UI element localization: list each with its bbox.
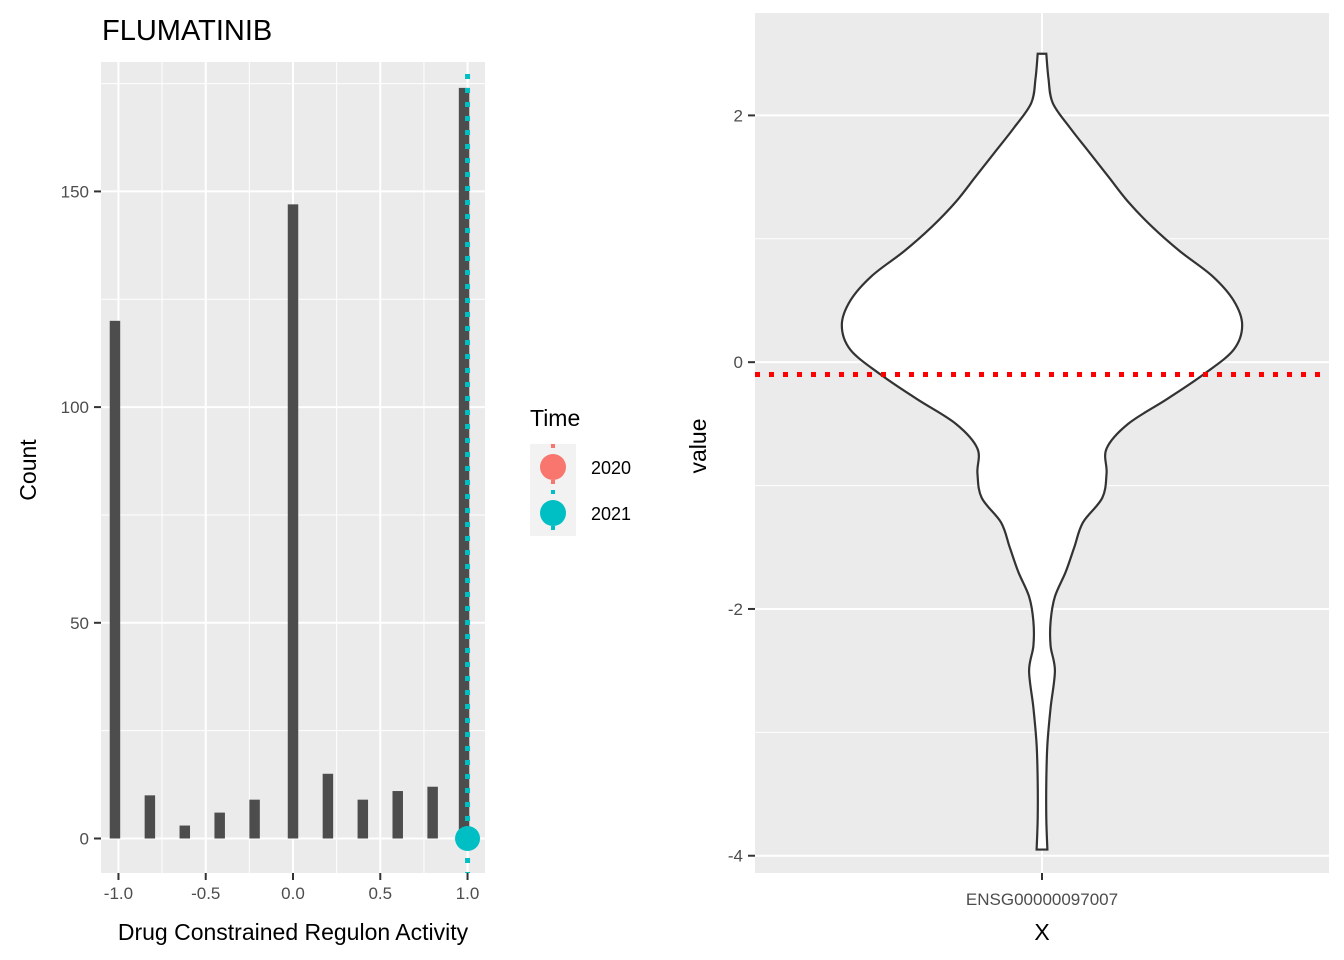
legend: Time 2020 2021 [530, 405, 631, 536]
y-tick-label: -4 [728, 847, 743, 866]
x-axis-title-violin: X [1034, 919, 1049, 945]
histogram-bar [322, 773, 334, 839]
y-tick-label: 0 [80, 829, 89, 848]
y-tick-label: -2 [728, 600, 743, 619]
y-tick-label: 50 [70, 614, 89, 633]
histogram-bars [109, 87, 470, 839]
legend-entries: 2020 2021 [530, 444, 631, 536]
violin-y-axis: -4 -2 0 2 [728, 106, 755, 866]
y-tick-label: 150 [61, 182, 89, 201]
histogram-bar [249, 799, 260, 839]
violin-chart: -4 -2 0 2 ENSG00000097007 X value [685, 13, 1329, 945]
x-tick-label: 0.0 [281, 884, 305, 903]
histogram-bar [144, 795, 156, 839]
y-axis-title-violin: value [685, 419, 711, 474]
x-tick-label: -1.0 [104, 884, 133, 903]
violin-x-axis: ENSG00000097007 [966, 873, 1118, 909]
y-tick-label: 2 [734, 106, 743, 125]
histogram-bar [179, 825, 191, 839]
histogram-x-axis: -1.0 -0.5 0.0 0.5 1.0 [104, 873, 480, 903]
legend-entry-2020: 2020 [530, 444, 631, 490]
legend-label: 2021 [591, 504, 631, 524]
x-tick-label: -0.5 [191, 884, 220, 903]
histogram-bar [458, 87, 470, 839]
legend-entry-2021: 2021 [530, 490, 631, 536]
legend-title: Time [530, 405, 580, 431]
x-tick-label: 1.0 [456, 884, 480, 903]
histogram-bar [357, 799, 369, 839]
x-tick-label: 0.5 [368, 884, 392, 903]
chart-title: FLUMATINIB [102, 15, 272, 47]
histogram-bar [109, 320, 121, 839]
series-2021-point [455, 825, 481, 851]
legend-label: 2020 [591, 458, 631, 478]
x-tick-label: ENSG00000097007 [966, 890, 1118, 909]
legend-key-point [540, 454, 566, 480]
histogram-bar [392, 791, 403, 839]
histogram-bar [214, 812, 225, 839]
y-axis-title: Count [15, 439, 41, 501]
y-tick-label: 0 [734, 353, 743, 372]
violin-shape [840, 52, 1244, 851]
histogram-points [455, 825, 481, 851]
histogram-bar [427, 786, 438, 839]
histogram-bar [287, 204, 299, 839]
histogram-chart: FLUMATINIB 0 50 100 150 -1.0 -0.5 0.0 0.5 1.0 D… [15, 15, 485, 945]
y-tick-label: 100 [61, 398, 89, 417]
legend-key-point [540, 500, 566, 526]
histogram-y-axis: 0 50 100 150 [61, 182, 101, 848]
x-axis-title: Drug Constrained Regulon Activity [118, 919, 469, 945]
